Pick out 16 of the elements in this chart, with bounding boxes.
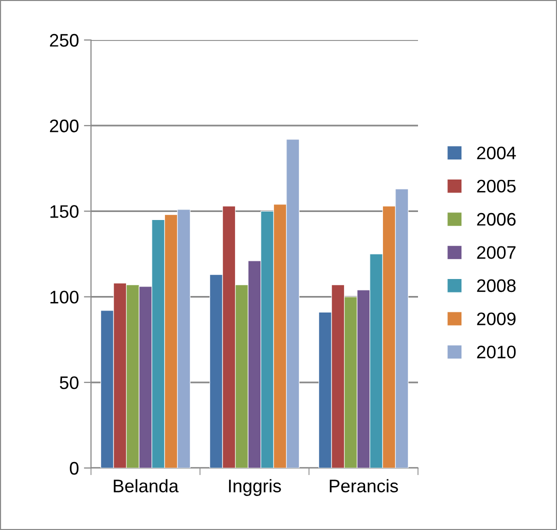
y-tick-label: 200	[50, 120, 78, 132]
x-tick-label: Belanda	[114, 479, 179, 492]
legend-label: 2010	[477, 346, 516, 358]
x-tick-label: Inggris	[229, 479, 281, 496]
legend-label: 2006	[477, 212, 516, 226]
x-tick-label: Perancis	[330, 479, 398, 492]
y-tick-label: 50	[60, 376, 78, 390]
legend-label: 2008	[477, 279, 516, 292]
legend-label: 2004	[477, 146, 516, 160]
legend-label: 2009	[477, 312, 516, 326]
y-tick-label: 0	[70, 462, 78, 475]
y-tick-label: 250	[50, 34, 78, 47]
y-tick-label: 100	[50, 290, 78, 304]
legend-label: 2005	[477, 180, 516, 193]
legend-label: 2007	[477, 246, 516, 259]
y-tick-label: 150	[50, 205, 78, 218]
